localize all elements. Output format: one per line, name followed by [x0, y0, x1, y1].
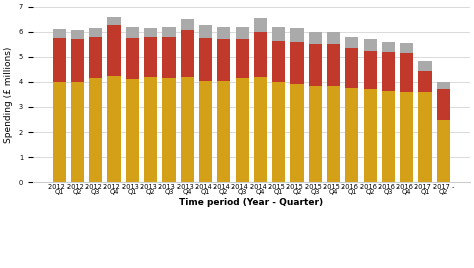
Bar — [309, 32, 322, 44]
Bar — [382, 42, 395, 52]
X-axis label: Time period (Year - Quarter): Time period (Year - Quarter) — [179, 198, 323, 207]
Bar — [291, 84, 303, 182]
Bar — [144, 37, 157, 77]
Bar — [53, 82, 66, 182]
Bar — [108, 17, 120, 25]
Bar — [126, 79, 139, 182]
Bar — [108, 76, 120, 182]
Bar — [309, 44, 322, 86]
Bar — [400, 43, 413, 53]
Bar — [144, 28, 157, 37]
Bar — [419, 61, 432, 71]
Bar — [272, 82, 285, 182]
Bar — [364, 39, 377, 51]
Bar — [181, 31, 194, 77]
Bar — [162, 78, 175, 182]
Bar — [199, 25, 212, 38]
Bar — [291, 28, 303, 42]
Bar — [71, 31, 84, 39]
Bar — [400, 53, 413, 92]
Bar — [236, 39, 249, 78]
Bar — [272, 40, 285, 82]
Bar — [327, 44, 340, 86]
Bar — [437, 120, 450, 182]
Bar — [254, 18, 267, 32]
Bar — [309, 86, 322, 182]
Bar — [53, 38, 66, 82]
Y-axis label: Spending (£ millions): Spending (£ millions) — [4, 46, 13, 143]
Bar — [126, 38, 139, 79]
Bar — [437, 82, 450, 90]
Bar — [382, 91, 395, 182]
Bar — [217, 81, 230, 182]
Bar — [162, 37, 175, 78]
Bar — [199, 81, 212, 182]
Bar — [217, 39, 230, 81]
Bar — [400, 92, 413, 182]
Bar — [345, 37, 358, 48]
Bar — [144, 77, 157, 182]
Bar — [126, 27, 139, 38]
Bar — [345, 88, 358, 182]
Bar — [437, 90, 450, 120]
Bar — [71, 82, 84, 182]
Bar — [272, 27, 285, 40]
Bar — [419, 92, 432, 182]
Bar — [254, 77, 267, 182]
Bar — [89, 78, 102, 182]
Bar — [89, 37, 102, 78]
Bar — [181, 19, 194, 31]
Bar — [162, 27, 175, 37]
Bar — [108, 25, 120, 76]
Bar — [291, 42, 303, 84]
Bar — [382, 52, 395, 91]
Bar — [364, 90, 377, 182]
Bar — [199, 38, 212, 81]
Bar — [327, 32, 340, 44]
Bar — [53, 29, 66, 38]
Bar — [327, 86, 340, 182]
Bar — [419, 71, 432, 92]
Bar — [236, 78, 249, 182]
Bar — [345, 48, 358, 88]
Bar — [254, 32, 267, 77]
Bar — [236, 27, 249, 39]
Bar — [181, 77, 194, 182]
Bar — [89, 28, 102, 37]
Bar — [217, 27, 230, 39]
Bar — [364, 51, 377, 90]
Bar — [71, 39, 84, 82]
